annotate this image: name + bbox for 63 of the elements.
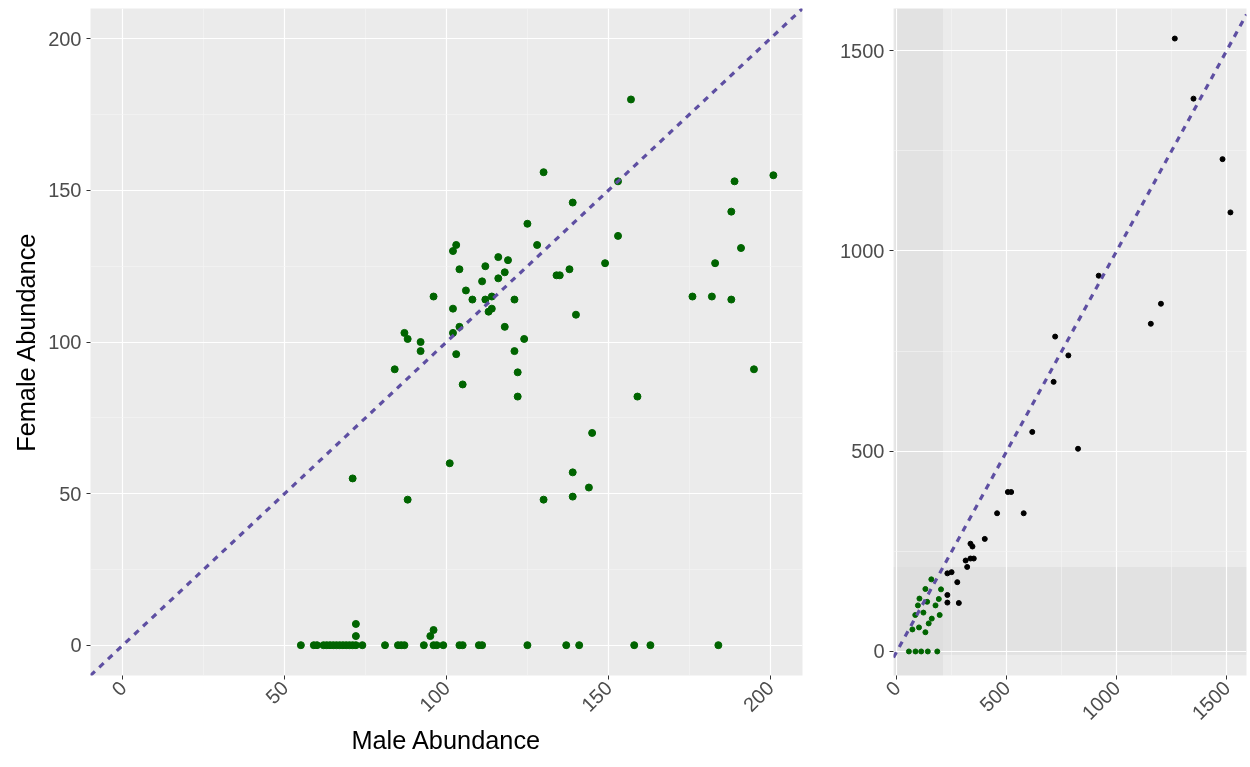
y-tick-label: 0 <box>873 640 885 663</box>
point <box>1095 272 1102 279</box>
point <box>964 563 971 570</box>
point <box>944 570 951 577</box>
point <box>948 569 955 576</box>
point <box>912 612 919 618</box>
point <box>905 648 912 655</box>
point <box>925 620 932 627</box>
point <box>920 609 927 616</box>
point <box>1190 95 1197 102</box>
point <box>1050 378 1057 385</box>
point <box>916 595 923 602</box>
point <box>962 557 969 564</box>
x-axis-title: Male Abundance <box>351 726 541 754</box>
point <box>936 612 943 618</box>
point <box>932 602 939 609</box>
x-tick-label: 0 <box>107 676 131 701</box>
point <box>916 624 923 631</box>
point <box>922 629 929 636</box>
point <box>944 599 951 606</box>
point <box>1227 209 1234 216</box>
point <box>935 595 942 602</box>
point <box>938 586 945 593</box>
y-tick-label: 1000 <box>840 239 885 262</box>
y-tick-label: 100 <box>48 331 82 353</box>
point <box>912 648 919 655</box>
x-tick-label: 150 <box>576 676 617 716</box>
x-tick-label: 50 <box>261 676 293 709</box>
y-tick-label: 1500 <box>840 39 885 62</box>
y-tick-label: 200 <box>48 27 82 50</box>
point <box>1029 428 1036 435</box>
point <box>994 510 1001 517</box>
point <box>955 600 962 606</box>
y-tick-label: 0 <box>70 634 82 657</box>
x-tick-label: 100 <box>415 676 455 716</box>
point <box>918 648 925 655</box>
point <box>1065 352 1072 359</box>
point <box>924 598 931 605</box>
point <box>928 576 935 583</box>
point <box>924 648 931 655</box>
point <box>909 626 916 633</box>
point <box>1075 445 1082 452</box>
point <box>1008 489 1015 496</box>
y-tick-label: 50 <box>59 482 82 505</box>
point <box>1171 35 1178 42</box>
y-tick-label: 500 <box>851 440 885 463</box>
y-tick-label: 150 <box>48 179 82 202</box>
point <box>954 579 961 586</box>
point <box>928 615 935 622</box>
y-axis-title: Female Abundance <box>12 233 41 452</box>
x-tick-label: 0 <box>881 676 905 701</box>
point <box>914 602 921 609</box>
point <box>1020 510 1027 517</box>
point <box>922 585 929 592</box>
point <box>981 535 988 542</box>
x-tick-label: 500 <box>975 676 1015 716</box>
point <box>1147 320 1154 327</box>
x-tick-label: 200 <box>738 676 778 716</box>
point <box>1219 156 1226 163</box>
point <box>934 648 941 655</box>
point <box>944 591 951 598</box>
point <box>1157 300 1164 307</box>
point <box>1052 333 1059 340</box>
